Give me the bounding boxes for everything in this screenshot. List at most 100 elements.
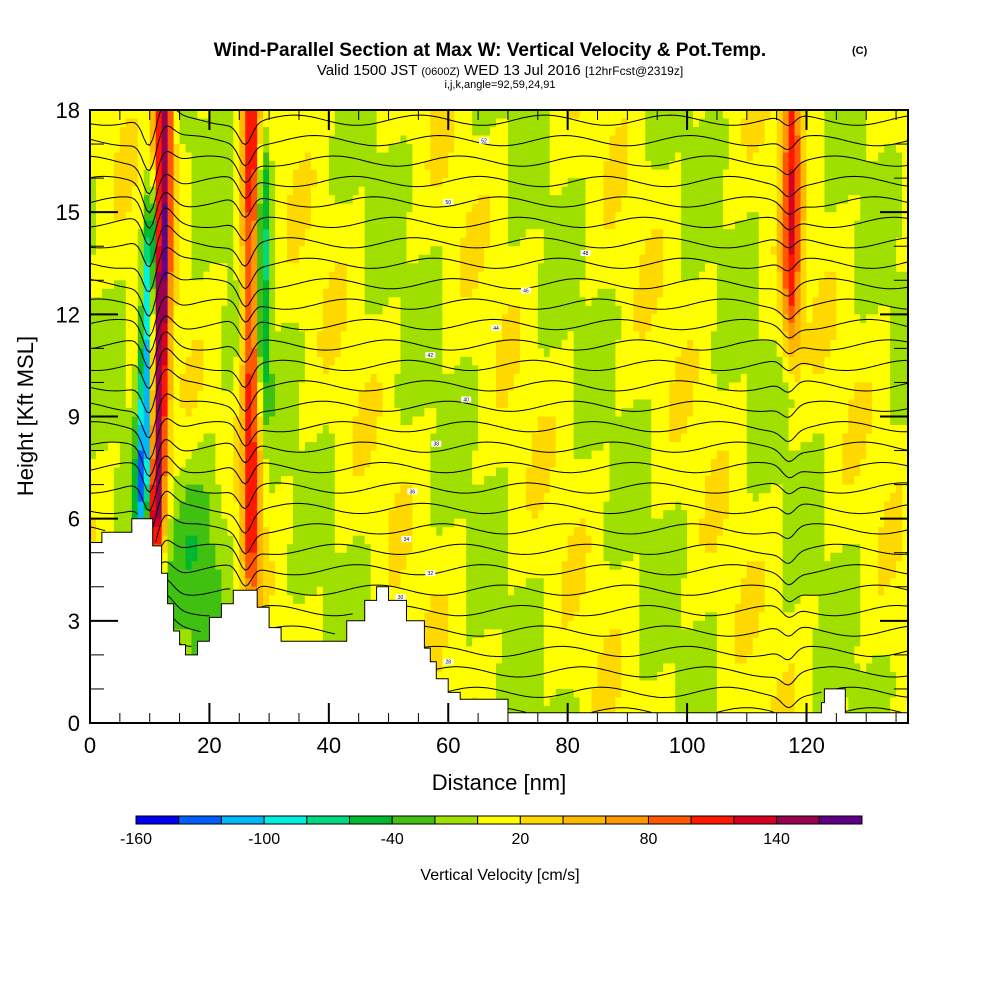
field-cell: [615, 161, 622, 171]
field-cell: [740, 220, 748, 230]
field-cell: [460, 280, 467, 290]
field-cell: [370, 144, 378, 154]
field-cell: [603, 382, 611, 392]
field-cell: [716, 288, 724, 298]
field-cell: [203, 110, 211, 120]
field-cell: [519, 246, 527, 256]
field-cell: [824, 390, 831, 401]
field-cell: [842, 186, 849, 196]
field-cell: [699, 339, 706, 349]
field-cell: [418, 127, 425, 137]
field-cell: [322, 407, 330, 418]
field-cell: [860, 399, 867, 409]
field-cell: [878, 118, 885, 128]
field-cell: [304, 407, 312, 418]
field-cell: [269, 305, 276, 315]
field-cell: [251, 390, 258, 401]
field-cell: [448, 110, 455, 120]
field-cell: [95, 229, 103, 239]
field-cell: [227, 127, 234, 137]
field-cell: [854, 356, 861, 367]
field-cell: [460, 331, 467, 341]
field-cell: [896, 127, 903, 137]
field-cell: [281, 169, 288, 179]
field-cell: [824, 135, 831, 145]
field-cell: [746, 373, 754, 384]
field-cell: [806, 288, 814, 298]
field-cell: [687, 237, 694, 247]
field-cell: [860, 339, 867, 349]
field-cell: [549, 373, 557, 384]
field-cell: [382, 356, 390, 367]
field-cell: [501, 135, 509, 145]
field-cell: [298, 254, 306, 264]
field-cell: [490, 339, 497, 349]
field-cell: [746, 254, 754, 264]
field-cell: [125, 365, 133, 375]
field-cell: [585, 254, 593, 264]
field-cell: [758, 297, 766, 307]
field-cell: [388, 152, 396, 162]
field-cell: [752, 271, 760, 281]
field-cell: [478, 144, 485, 154]
field-cell: [704, 237, 712, 247]
field-cell: [304, 178, 312, 188]
field-cell: [764, 127, 772, 137]
field-cell: [293, 118, 300, 128]
field-cell: [101, 373, 109, 384]
field-cell: [794, 271, 802, 281]
field-cell: [352, 399, 360, 409]
field-cell: [645, 271, 652, 281]
field-cell: [400, 135, 408, 145]
field-cell: [537, 246, 545, 256]
field-cell: [704, 220, 712, 230]
field-cell: [90, 373, 97, 384]
field-cell: [239, 127, 246, 137]
field-cell: [304, 144, 312, 154]
field-cell: [806, 246, 814, 256]
field-cell: [101, 288, 109, 298]
field-cell: [758, 246, 766, 256]
field-cell: [519, 161, 527, 171]
field-cell: [322, 399, 330, 409]
field-cell: [585, 280, 593, 290]
field-cell: [197, 348, 205, 358]
field-cell: [143, 390, 151, 401]
field-cell: [304, 314, 312, 324]
field-cell: [119, 373, 127, 384]
field-cell: [537, 365, 545, 375]
field-cell: [848, 254, 855, 264]
field-cell: [430, 237, 437, 247]
field-cell: [543, 331, 551, 341]
field-cell: [191, 365, 199, 375]
field-cell: [161, 399, 169, 409]
field-cell: [902, 288, 908, 298]
field-cell: [119, 407, 127, 418]
field-cell: [149, 382, 157, 392]
field-cell: [370, 280, 378, 290]
field-cell: [239, 339, 246, 349]
field-cell: [603, 331, 611, 341]
field-cell: [728, 212, 736, 222]
field-cell: [496, 390, 503, 401]
field-cell: [149, 416, 157, 426]
field-cell: [364, 382, 372, 392]
field-cell: [824, 263, 831, 273]
field-cell: [579, 305, 587, 315]
field-cell: [352, 178, 360, 188]
field-cell: [848, 390, 855, 401]
field-cell: [537, 399, 545, 409]
field-cell: [884, 237, 891, 247]
field-cell: [322, 356, 330, 367]
field-cell: [860, 382, 867, 392]
field-cell: [591, 203, 599, 213]
field-cell: [352, 263, 360, 273]
field-cell: [179, 118, 187, 128]
field-cell: [878, 356, 885, 367]
field-cell: [275, 331, 282, 341]
field-cell: [346, 271, 354, 281]
field-cell: [549, 382, 557, 392]
field-cell: [281, 127, 288, 137]
field-cell: [788, 118, 796, 128]
field-cell: [812, 237, 820, 247]
